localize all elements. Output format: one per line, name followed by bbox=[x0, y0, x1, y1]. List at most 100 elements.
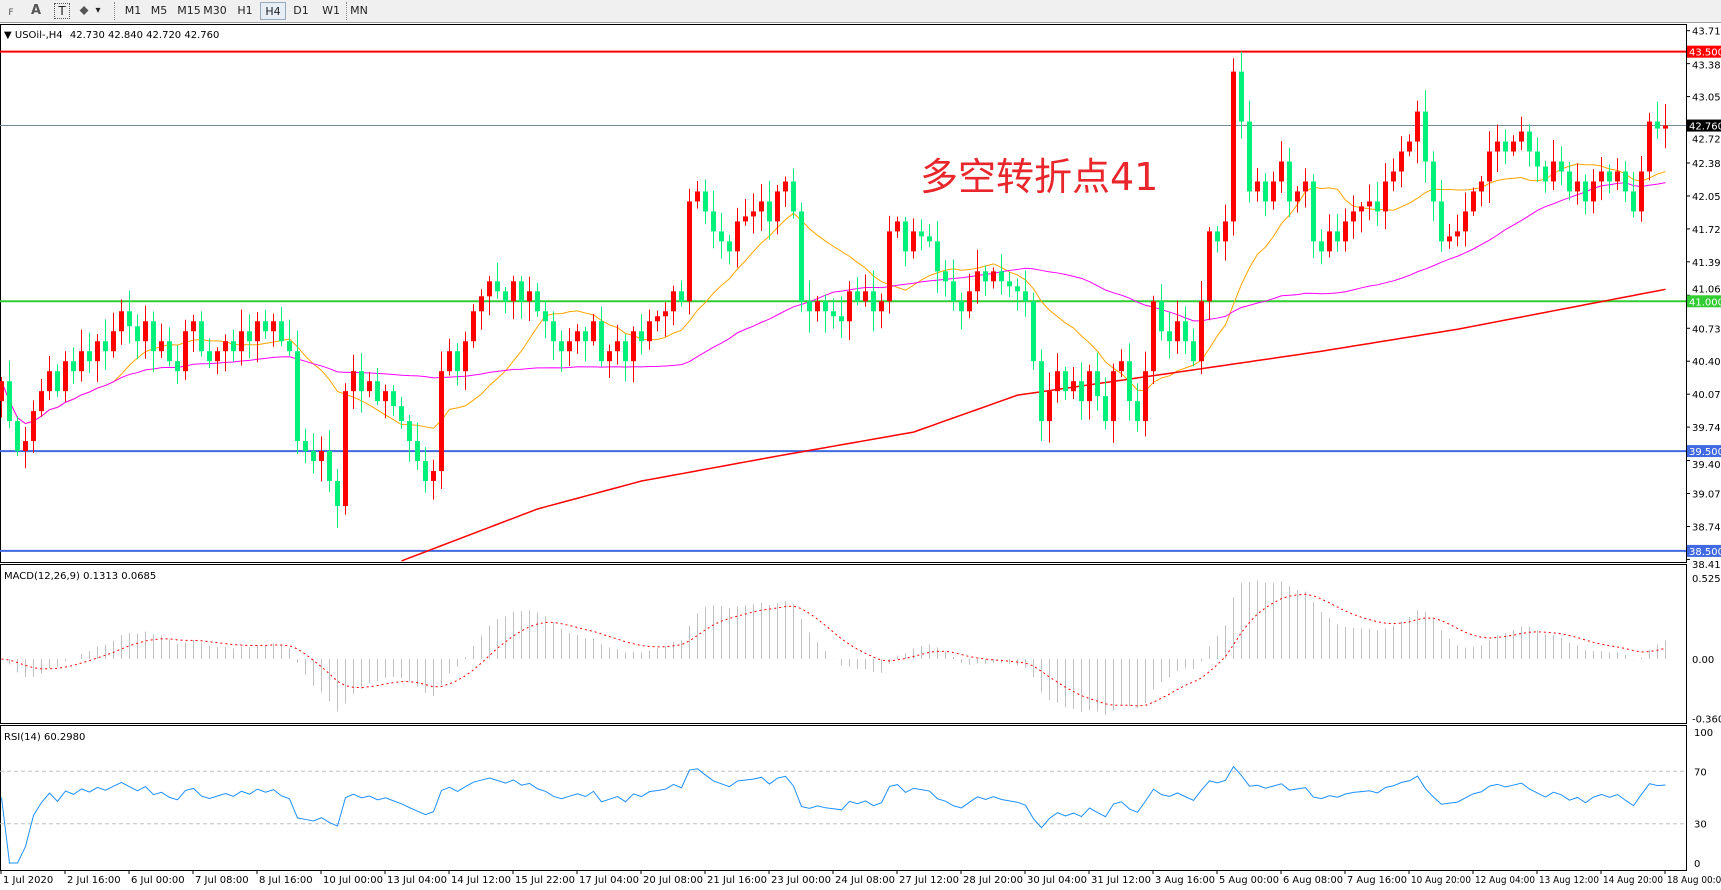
level-label: 43.500 bbox=[1689, 48, 1721, 59]
candle-body bbox=[799, 211, 804, 302]
timeframe-m1[interactable]: M1 bbox=[124, 4, 142, 17]
candle-body bbox=[975, 271, 980, 292]
toolbar-separator bbox=[114, 2, 117, 20]
timeframe-w1[interactable]: W1 bbox=[322, 4, 340, 17]
candle-body bbox=[319, 451, 324, 462]
candle-body bbox=[1655, 121, 1660, 129]
time-tick-label: 28 Jul 20:00 bbox=[963, 875, 1023, 886]
candle-body bbox=[679, 291, 684, 302]
candle-body bbox=[1255, 181, 1260, 192]
candle-body bbox=[271, 321, 276, 332]
time-tick-label: 3 Aug 16:00 bbox=[1155, 875, 1215, 886]
time-tick-label: 10 Jul 00:00 bbox=[323, 875, 383, 886]
time-tick-label: 5 Aug 00:00 bbox=[1219, 875, 1279, 886]
candle-body bbox=[1095, 371, 1100, 397]
text-label-icon[interactable]: T bbox=[54, 3, 70, 19]
candle-body bbox=[231, 341, 236, 352]
candle-body bbox=[391, 391, 396, 407]
chevron-down-icon[interactable]: ▾ bbox=[95, 5, 101, 16]
candle-body bbox=[1103, 396, 1108, 422]
text-tool-icon[interactable]: A bbox=[30, 3, 42, 18]
candle-body bbox=[967, 291, 972, 312]
candle-body bbox=[1087, 371, 1092, 402]
candle-body bbox=[1263, 181, 1268, 202]
candle-body bbox=[1183, 321, 1188, 342]
rsi-tick-label: 70 bbox=[1694, 767, 1707, 778]
candle-body bbox=[1279, 161, 1284, 182]
candle-body bbox=[119, 311, 124, 332]
candle-body bbox=[39, 391, 44, 412]
candle-body bbox=[647, 321, 652, 342]
candle-body bbox=[279, 321, 284, 342]
candle-body bbox=[1335, 231, 1340, 242]
candle-body bbox=[807, 301, 812, 312]
candle-body bbox=[1015, 286, 1020, 292]
price-tick-label: 42.055 bbox=[1692, 192, 1721, 203]
candle-body bbox=[983, 271, 988, 282]
candle-body bbox=[1239, 71, 1244, 122]
time-tick-label: 13 Jul 04:00 bbox=[387, 875, 447, 886]
candle-body bbox=[183, 331, 188, 372]
timeframe-mn[interactable]: MN bbox=[350, 4, 368, 17]
timeframe-m15[interactable]: M15 bbox=[177, 4, 201, 17]
time-tick-label: 18 Aug 00:00 bbox=[1667, 875, 1721, 886]
candle-body bbox=[359, 371, 364, 392]
candle-body bbox=[1303, 181, 1308, 192]
candle-body bbox=[47, 371, 52, 392]
candle-body bbox=[0, 381, 4, 402]
time-tick-label: 31 Jul 12:00 bbox=[1091, 875, 1151, 886]
candle-body bbox=[503, 291, 508, 302]
level-label: 38.500 bbox=[1689, 547, 1721, 558]
timeframe-h4[interactable]: H4 bbox=[260, 2, 286, 20]
candle-body bbox=[703, 191, 708, 212]
toolbar: F A T ⬥ ▾ M1 M5 M15 M30 H1 H4 D1 W1 MN bbox=[0, 0, 1721, 23]
candle-body bbox=[823, 301, 828, 312]
candle-body bbox=[1375, 201, 1380, 212]
fibonacci-fan-icon[interactable]: F bbox=[8, 8, 14, 18]
price-tick-label: 42.385 bbox=[1692, 159, 1721, 170]
shapes-icon[interactable]: ⬥ bbox=[79, 3, 89, 18]
candle-body bbox=[1223, 221, 1228, 242]
time-tick-label: 14 Aug 20:00 bbox=[1603, 875, 1663, 886]
timeframe-m30[interactable]: M30 bbox=[203, 4, 227, 17]
candle-body bbox=[447, 351, 452, 372]
candle-body bbox=[1327, 231, 1332, 252]
candle-body bbox=[951, 281, 956, 302]
timeframe-h1[interactable]: H1 bbox=[237, 4, 253, 17]
timeframe-d1[interactable]: D1 bbox=[293, 4, 309, 17]
candle-body bbox=[439, 371, 444, 472]
timeframe-m5[interactable]: M5 bbox=[150, 4, 168, 17]
time-tick-label: 13 Aug 12:00 bbox=[1539, 875, 1599, 886]
time-tick-label: 14 Jul 12:00 bbox=[451, 875, 511, 886]
candle-body bbox=[623, 341, 628, 362]
candle-body bbox=[175, 361, 180, 372]
candle-body bbox=[167, 341, 172, 362]
candle-body bbox=[423, 461, 428, 482]
candle-body bbox=[687, 201, 692, 302]
candle-body bbox=[919, 231, 924, 237]
price-tick-label: 39.075 bbox=[1692, 490, 1721, 501]
time-tick-label: 6 Jul 00:00 bbox=[131, 875, 185, 886]
candle-body bbox=[631, 331, 636, 362]
candle-body bbox=[383, 391, 388, 402]
candle-body bbox=[343, 391, 348, 506]
candle-body bbox=[1495, 141, 1500, 152]
candle-body bbox=[463, 341, 468, 372]
candle-body bbox=[431, 471, 436, 482]
price-tick-label: 43.380 bbox=[1692, 61, 1721, 72]
candle-body bbox=[903, 221, 908, 252]
candle-body bbox=[1559, 161, 1564, 172]
candle-body bbox=[1407, 141, 1412, 152]
price-tick-label: 43.050 bbox=[1692, 93, 1721, 104]
candle-body bbox=[535, 291, 540, 312]
time-tick-label: 17 Jul 04:00 bbox=[579, 875, 639, 886]
candle-body bbox=[775, 191, 780, 222]
candle-body bbox=[791, 181, 796, 212]
time-tick-label: 6 Aug 08:00 bbox=[1283, 875, 1343, 886]
candle-body bbox=[871, 291, 876, 312]
candle-body bbox=[191, 321, 196, 332]
rsi-pane bbox=[0, 725, 1687, 871]
toolbar-separator bbox=[346, 2, 349, 20]
ma-mid-line bbox=[1, 182, 1666, 425]
